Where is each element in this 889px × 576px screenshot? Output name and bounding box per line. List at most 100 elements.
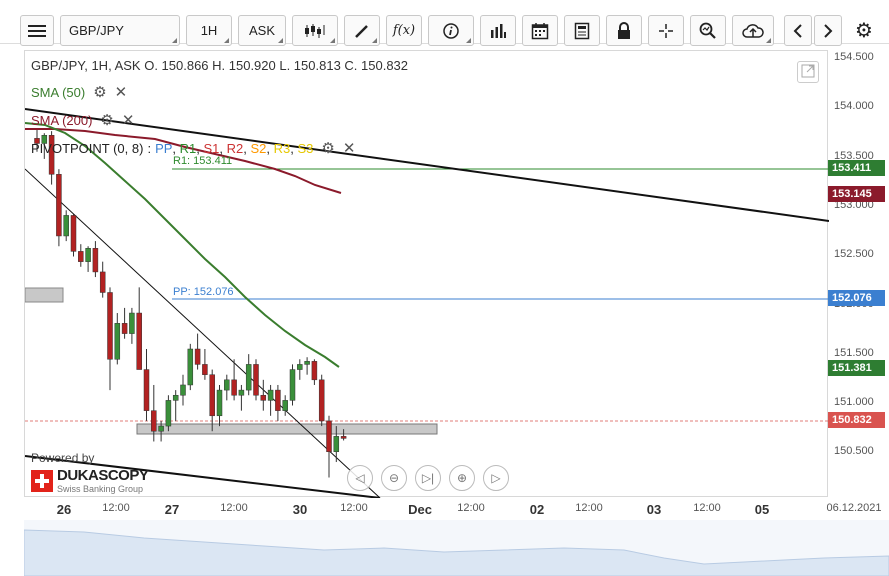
price-tag: 151.381 (828, 360, 885, 376)
candle-body (202, 364, 208, 375)
axis-handle[interactable] (25, 287, 64, 303)
candle-body (216, 389, 223, 417)
candle (245, 354, 252, 396)
draw-tool-button[interactable] (344, 15, 380, 46)
menu-button[interactable] (20, 15, 54, 46)
price-tick-label: 152.500 (834, 248, 874, 261)
candle (107, 287, 113, 391)
side-select[interactable]: ASK (238, 15, 286, 46)
candle (114, 313, 121, 365)
sma50-legend: SMA (50) ⚙ ✕ (31, 83, 127, 101)
close-icon[interactable]: ✕ (342, 140, 356, 157)
gear-icon[interactable]: ⚙ (100, 112, 114, 129)
trendline-upper[interactable] (25, 108, 829, 222)
triangle-right-icon: ▷ (491, 471, 501, 485)
sma50-label: SMA (50) (31, 84, 86, 100)
pivot-separator: , (172, 140, 180, 156)
candle-body (289, 369, 296, 401)
crosshair-button[interactable] (648, 15, 684, 46)
function-icon: f(x) (392, 23, 416, 38)
price-tag: 153.145 (828, 186, 885, 202)
candle (224, 374, 230, 401)
fullscreen-button[interactable] (797, 61, 819, 83)
ohlc-readout: GBP/JPY, 1H, ASK O. 150.866 H. 150.920 L… (31, 58, 409, 73)
chevron-left-icon (793, 23, 803, 38)
price-tick-label: 151.500 (834, 346, 874, 359)
support-zone-rect[interactable] (136, 423, 438, 435)
candle-body (172, 394, 179, 401)
dukascopy-watermark: Powered by DUKASCOPY Swiss Banking Group (31, 451, 149, 494)
candle (99, 261, 106, 298)
document-icon (574, 22, 590, 40)
candle (180, 374, 186, 406)
settings-button[interactable]: ⚙ (848, 15, 880, 46)
chart-type-button[interactable] (292, 15, 338, 46)
time-tick-label: 26 (56, 502, 72, 517)
gear-icon[interactable]: ⚙ (321, 140, 335, 157)
candle-body (129, 312, 135, 334)
scroll-right-button[interactable] (814, 15, 842, 46)
dropdown-corner-icon (766, 38, 771, 43)
candle-body (151, 410, 157, 432)
navigator-overview[interactable] (23, 520, 889, 576)
zoom-button[interactable] (690, 15, 726, 46)
close-icon[interactable]: ✕ (114, 84, 128, 101)
period-select[interactable]: 1H (186, 15, 232, 46)
time-tick-label: 12:00 (340, 502, 368, 514)
zoom-in-button[interactable]: ⊕ (449, 465, 475, 491)
time-tick-label: Dec (408, 502, 432, 517)
gear-icon[interactable]: ⚙ (93, 84, 107, 101)
time-tick-label: 12:00 (220, 502, 248, 514)
pan-left-button[interactable]: ◁ (347, 465, 373, 491)
indicators-button[interactable]: f(x) (386, 15, 422, 46)
candle (41, 133, 48, 159)
candle (56, 169, 62, 247)
pivot-prefix: PIVOTPOINT (0, 8) (31, 140, 144, 156)
bar-chart-icon (490, 23, 506, 38)
time-tick-label: 05 (754, 502, 770, 517)
candle (151, 384, 157, 442)
hamburger-menu-icon (28, 24, 46, 38)
period-value: 1H (200, 23, 218, 38)
candle-body (143, 369, 150, 411)
price-tick-label: 150.500 (834, 445, 874, 458)
candle-body (275, 389, 281, 411)
lock-button[interactable] (606, 15, 642, 46)
price-axis[interactable]: 154.500154.000153.500153.000152.500152.0… (828, 50, 889, 497)
brand-name: DUKASCOPY (57, 467, 149, 484)
time-axis[interactable]: 26 12:00 27 12:00 30 12:00 Dec 12:00 02 12:00 03 12… (24, 497, 889, 520)
candle (216, 384, 223, 427)
price-plot[interactable]: GBP/JPY, 1H, ASK O. 150.866 H. 150.920 L… (24, 50, 829, 498)
candle-body (238, 389, 245, 396)
calendar-button[interactable] (522, 15, 558, 46)
symbol-select[interactable]: GBP/JPY (60, 15, 180, 46)
reset-zoom-button[interactable]: ▷| (415, 465, 441, 491)
trendline-channel[interactable] (25, 168, 381, 498)
news-button[interactable] (564, 15, 600, 46)
time-tick-label: 03 (646, 502, 662, 517)
candle-body (121, 323, 128, 334)
upload-button[interactable] (732, 15, 774, 46)
pivot-separator: , (290, 140, 298, 156)
info-button[interactable] (428, 15, 474, 46)
time-tick-label: 12:00 (575, 502, 603, 514)
candle (267, 384, 274, 416)
candle-body (48, 135, 55, 175)
time-tick-label: 27 (164, 502, 180, 517)
triangle-left-icon: ◁ (355, 471, 365, 485)
scroll-left-button[interactable] (784, 15, 812, 46)
price-plot-canvas (25, 108, 829, 498)
time-tick-label: 12:00 (693, 502, 721, 514)
pivot-item-s3: S3 (297, 140, 314, 156)
zoom-out-button[interactable]: ⊖ (381, 465, 407, 491)
volume-button[interactable] (480, 15, 516, 46)
r1-level-label: R1: 153.411 (173, 155, 233, 167)
close-icon[interactable]: ✕ (121, 112, 135, 129)
pan-right-button[interactable]: ▷ (483, 465, 509, 491)
dropdown-corner-icon (278, 38, 283, 43)
pp-level-label: PP: 152.076 (173, 286, 234, 298)
candle (297, 359, 303, 380)
candle (129, 307, 135, 344)
trendline-lower[interactable] (25, 455, 381, 498)
